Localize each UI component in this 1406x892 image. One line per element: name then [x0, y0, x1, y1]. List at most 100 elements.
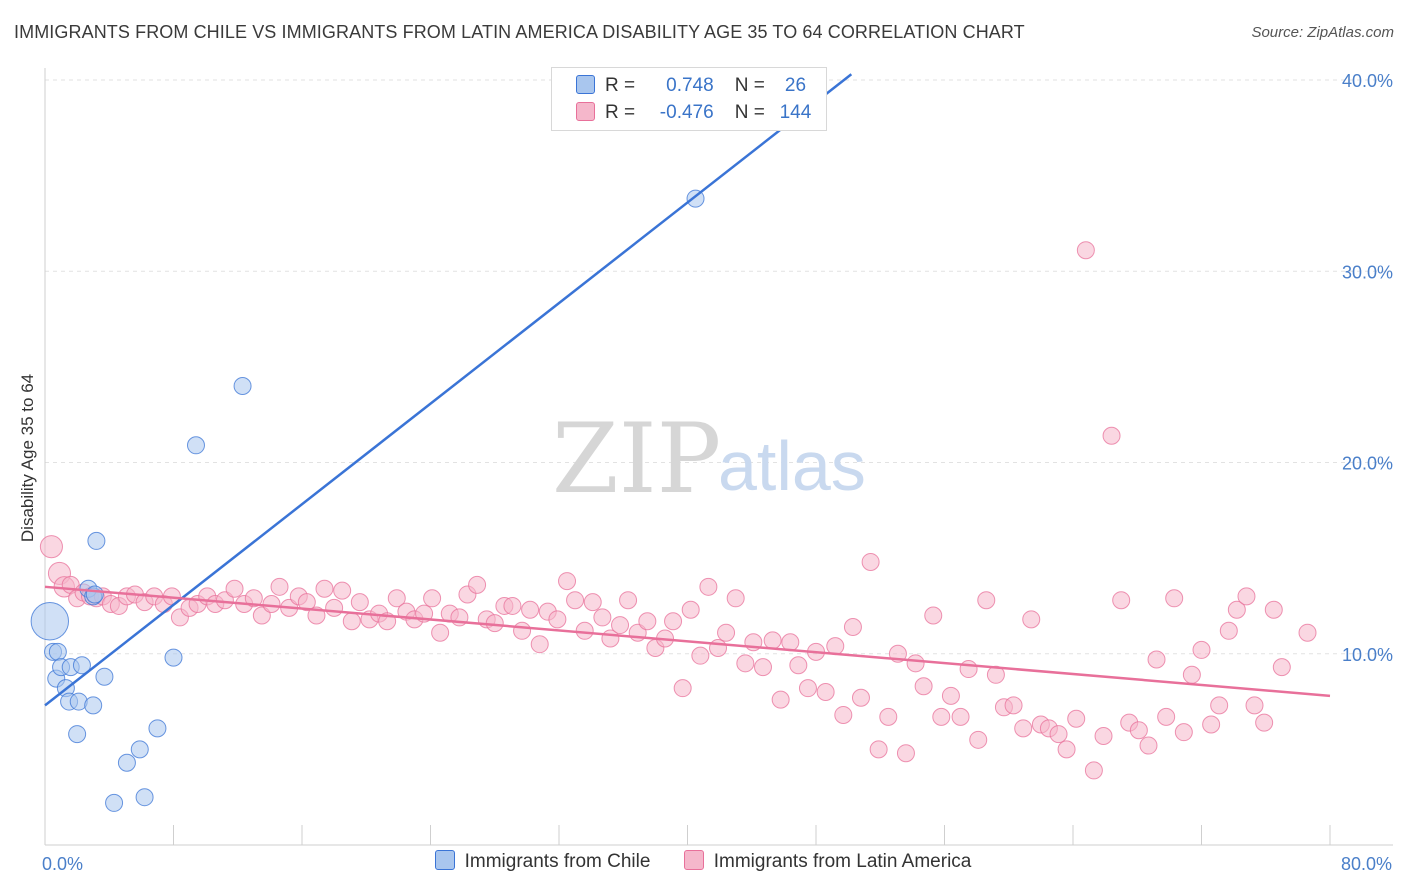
data-point	[1076, 241, 1095, 260]
data-point	[1094, 726, 1113, 745]
data-point	[84, 696, 103, 715]
data-point	[1165, 589, 1184, 608]
data-point	[1182, 665, 1201, 684]
source-label: Source: ZipAtlas.com	[1251, 24, 1394, 41]
data-point	[763, 631, 782, 650]
data-point	[879, 707, 898, 726]
data-point	[1174, 723, 1193, 742]
legend-row-chile: R = 0.748 N = 26	[576, 75, 815, 99]
data-point	[664, 612, 683, 631]
data-point	[117, 753, 136, 772]
data-point	[1112, 591, 1131, 610]
legend-swatch-blue	[434, 850, 455, 870]
data-point	[736, 654, 755, 673]
gridlines	[45, 79, 1390, 655]
legend-r-label: R =	[605, 102, 636, 123]
data-point	[387, 589, 406, 608]
data-point	[834, 705, 853, 724]
data-point	[1067, 709, 1086, 728]
data-point	[513, 621, 532, 640]
data-point	[72, 656, 91, 675]
correlation-legend: R = 0.748 N = 26 R = -0.476 N = 144	[551, 67, 827, 131]
data-point	[1014, 719, 1033, 738]
data-point	[1102, 426, 1121, 445]
y-tick-label: 10.0%	[1342, 645, 1393, 665]
data-point	[826, 637, 845, 656]
data-point	[681, 600, 700, 619]
data-point	[753, 658, 772, 677]
data-point	[699, 577, 718, 596]
data-point	[135, 788, 154, 807]
data-point	[315, 579, 334, 598]
data-point	[1084, 761, 1103, 780]
series-layer	[30, 189, 1317, 812]
data-point	[95, 667, 114, 686]
data-point	[1022, 610, 1041, 629]
data-point	[781, 633, 800, 652]
data-point	[1264, 600, 1283, 619]
data-point	[726, 589, 745, 608]
data-point	[851, 688, 870, 707]
data-point	[673, 679, 692, 698]
legend-label-latin-america: Immigrants from Latin America	[713, 851, 972, 872]
watermark-atlas: atlas	[718, 427, 866, 505]
data-point	[1129, 721, 1148, 740]
data-point	[558, 572, 577, 591]
legend-swatch-pink	[576, 102, 595, 121]
legend-r-value: 0.748	[666, 75, 714, 96]
data-point	[924, 606, 943, 625]
legend-swatch-blue	[576, 75, 595, 94]
data-point	[1272, 658, 1291, 677]
legend-n-value: 144	[779, 102, 812, 123]
legend-swatch-pink	[683, 850, 704, 870]
legend-item-chile: Immigrants from Chile	[434, 850, 650, 873]
data-point	[252, 606, 271, 625]
watermark-zip: ZIP	[552, 403, 721, 515]
data-point	[333, 581, 352, 600]
data-point	[709, 639, 728, 658]
data-point	[48, 642, 67, 661]
data-point	[548, 610, 567, 629]
legend-r-value: -0.476	[659, 102, 714, 123]
data-point	[691, 646, 710, 665]
data-point	[521, 600, 540, 619]
y-axis-label: Disability Age 35 to 64	[18, 374, 37, 542]
data-point	[262, 595, 281, 614]
y-tick-label: 20.0%	[1342, 454, 1393, 474]
data-point	[1227, 600, 1246, 619]
data-point	[566, 591, 585, 610]
data-point	[1192, 640, 1211, 659]
trendline-chile	[44, 73, 853, 707]
data-point	[270, 577, 289, 596]
data-point	[87, 531, 106, 550]
data-point	[350, 593, 369, 612]
data-point	[619, 591, 638, 610]
data-point	[1219, 621, 1238, 640]
data-point	[869, 740, 888, 759]
data-point	[717, 623, 736, 642]
data-point	[186, 436, 205, 455]
series-latin-america	[39, 241, 1317, 780]
data-point	[1057, 740, 1076, 759]
data-point	[932, 707, 951, 726]
data-point	[575, 621, 594, 640]
data-point	[233, 377, 252, 395]
data-point	[771, 690, 790, 709]
data-point	[593, 608, 612, 627]
legend-item-latin-america: Immigrants from Latin America	[683, 850, 972, 873]
data-point	[1210, 696, 1229, 715]
data-point	[959, 660, 978, 679]
data-point	[1139, 736, 1158, 755]
data-point	[843, 617, 862, 636]
chart-title: IMMIGRANTS FROM CHILE VS IMMIGRANTS FROM…	[14, 22, 1025, 42]
data-point	[906, 654, 925, 673]
data-point	[1147, 650, 1166, 669]
data-point	[969, 730, 988, 749]
data-point	[1245, 696, 1264, 715]
data-point	[297, 593, 316, 612]
y-tick-labels: 10.0% 20.0% 30.0% 40.0%	[1342, 71, 1393, 665]
legend-r-label: R =	[605, 75, 636, 96]
data-point	[914, 677, 933, 696]
data-point	[68, 725, 87, 744]
